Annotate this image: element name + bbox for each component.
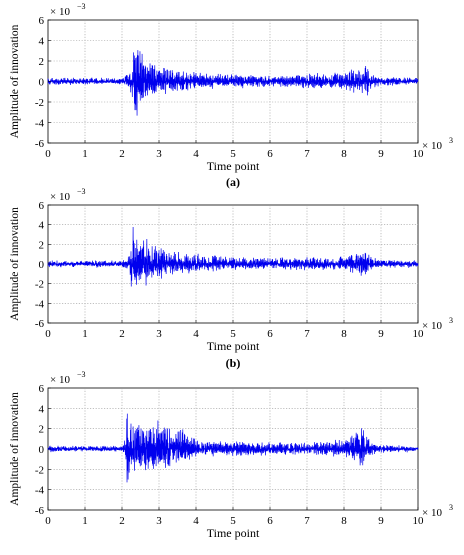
x-tick-label: 1 [82,148,88,160]
x-axis-label: Time point [207,526,260,540]
x-tick-label: 0 [45,148,51,160]
y-tick-label: 0 [39,259,45,271]
x-tick-label: 3 [156,148,162,160]
y-multiplier-label: × 10 [50,6,70,18]
x-multiplier-exponent: 3 [449,136,453,145]
y-multiplier-exponent: −3 [77,370,86,379]
x-multiplier-label: × 10 [422,140,442,152]
x-tick-label: 7 [304,515,310,527]
x-tick-label: 8 [341,328,347,340]
x-tick-label: 4 [193,328,199,340]
x-tick-label: 10 [413,515,425,527]
x-tick-label: 10 [413,328,425,340]
x-tick-label: 10 [413,148,425,160]
x-multiplier-exponent: 3 [449,316,453,325]
signal-series [47,413,419,483]
y-tick-label: -2 [35,279,44,291]
x-tick-label: 7 [304,148,310,160]
x-multiplier-label: × 10 [422,507,442,519]
y-tick-label: 0 [39,444,45,456]
y-tick-label: 0 [39,77,45,89]
y-multiplier-label: × 10 [50,191,70,203]
x-tick-label: 0 [45,515,51,527]
x-tick-label: 8 [341,515,347,527]
x-tick-label: 4 [193,148,199,160]
y-tick-label: -4 [35,485,45,497]
y-tick-label: 4 [39,36,45,48]
x-tick-label: 9 [378,515,384,527]
y-tick-label: 4 [39,403,45,415]
signal-series [47,50,419,116]
y-tick-label: 2 [39,56,45,68]
x-tick-label: 3 [156,328,162,340]
y-tick-label: 2 [39,239,45,251]
y-tick-label: -4 [35,298,45,310]
x-tick-label: 8 [341,148,347,160]
x-tick-label: 0 [45,328,51,340]
panel-2: 0 1 2 3 4 5 6 7 8 9 10 6 4 2 0 -2 -4 -6 × 10 −3 × 10 3 Time po… [9,187,453,370]
x-tick-label: 5 [230,148,236,160]
y-axis-label: Amplitude of innovation [9,392,21,506]
y-tick-label: 6 [39,200,45,212]
y-tick-label: 2 [39,424,45,436]
x-tick-label: 2 [119,328,125,340]
panel-3: 0 1 2 3 4 5 6 7 8 9 10 6 4 2 0 -2 -4 -6 × 10 −3 × 10 3 Time po… [9,370,453,540]
x-axis-label: Time point [207,339,260,353]
y-axis-label: Amplitude of innovation [9,207,21,321]
y-multiplier-exponent: −3 [77,2,86,11]
panel-1: 0 1 2 3 4 5 6 7 8 9 10 6 4 2 0 -2 -4 -6 × 10 −3 × 10 3 Time po… [9,2,453,189]
x-tick-label: 9 [378,328,384,340]
x-tick-label: 2 [119,148,125,160]
x-tick-label: 1 [82,515,88,527]
x-multiplier-label: × 10 [422,320,442,332]
y-multiplier-exponent: −3 [77,187,86,196]
y-tick-label: 6 [39,383,45,395]
y-tick-label: 6 [39,15,45,27]
y-axis-label: Amplitude of innovation [9,24,21,138]
panel-label: (b) [226,356,241,370]
x-tick-label: 9 [378,148,384,160]
x-tick-label: 6 [267,148,273,160]
y-tick-label: 4 [39,220,45,232]
x-multiplier-exponent: 3 [449,503,453,512]
x-tick-label: 6 [267,328,273,340]
y-tick-label: -2 [35,464,44,476]
x-tick-label: 1 [82,328,88,340]
x-tick-label: 5 [230,328,236,340]
y-multiplier-label: × 10 [50,374,70,386]
x-tick-label: 5 [230,515,236,527]
panel-label: (a) [226,175,240,189]
signal-series [47,226,419,287]
y-tick-label: -6 [35,318,45,330]
x-tick-label: 2 [119,515,125,527]
y-tick-label: -4 [35,118,45,130]
x-tick-label: 4 [193,515,199,527]
x-tick-label: 3 [156,515,162,527]
x-tick-label: 7 [304,328,310,340]
x-axis-label: Time point [207,159,260,173]
y-tick-label: -6 [35,138,45,150]
x-tick-label: 6 [267,515,273,527]
y-tick-label: -6 [35,505,45,517]
y-tick-label: -2 [35,97,44,109]
